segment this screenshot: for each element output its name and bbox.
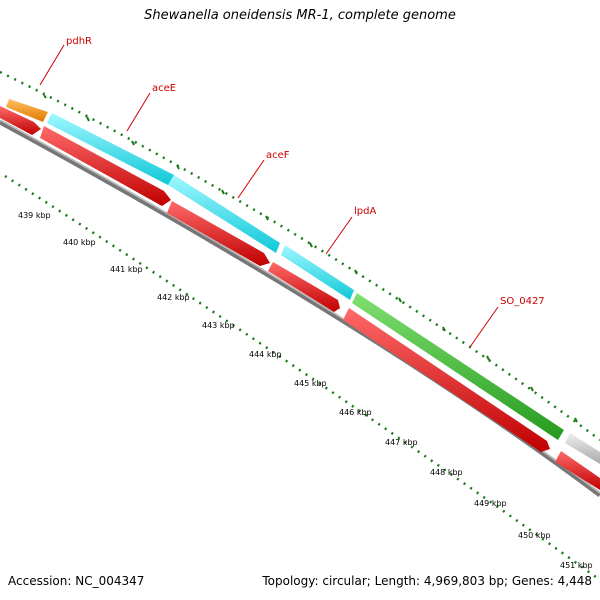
tick-label: 450 kbp xyxy=(518,531,551,540)
gene-feature-aceE[interactable] xyxy=(47,113,280,253)
cds-arrow xyxy=(167,201,270,266)
tick-label: 444 kbp xyxy=(249,350,282,359)
cds-arrow xyxy=(555,451,600,490)
map-title: Shewanella oneidensis MR-1, complete gen… xyxy=(144,8,456,23)
tick-label: 446 kbp xyxy=(339,408,372,417)
accession-text: Accession: NC_004347 xyxy=(8,574,145,588)
gene-feature-pdhR[interactable] xyxy=(6,99,48,122)
tick-label: 440 kbp xyxy=(63,238,96,247)
gene-label-SO_0427: SO_0427 xyxy=(500,296,545,307)
gene-label-aceF: aceF xyxy=(266,150,290,161)
gene-feature-SO_0427[interactable] xyxy=(352,293,564,440)
tick-label: 447 kbp xyxy=(385,438,418,447)
outer-tick-ring xyxy=(0,70,600,442)
topology-text: Topology: circular; Length: 4,969,803 bp… xyxy=(262,574,592,588)
tick-label: 439 kbp xyxy=(18,211,51,220)
inner-tick-ring xyxy=(4,174,600,582)
outer-major-ticks xyxy=(43,94,578,423)
cds-arrow xyxy=(40,126,171,206)
gene-feature-grey[interactable] xyxy=(565,433,600,464)
cds-strand xyxy=(0,106,600,490)
tick-label: 451 kbp xyxy=(560,561,593,570)
backbone-ring xyxy=(0,119,600,498)
tick-label: 442 kbp xyxy=(157,293,190,302)
tick-label: 445 kbp xyxy=(294,379,327,388)
gene-label-leaders xyxy=(39,44,499,348)
gene-label-pdhR: pdhR xyxy=(66,36,92,47)
gene-label-lpdA: lpdA xyxy=(354,206,376,217)
cds-arrow xyxy=(268,262,340,312)
tick-label: 448 kbp xyxy=(430,468,463,477)
tick-label: 443 kbp xyxy=(202,321,235,330)
gene-label-aceE: aceE xyxy=(152,83,176,94)
cds-arrow xyxy=(343,308,550,452)
tick-label: 441 kbp xyxy=(110,265,143,274)
cds-arrow xyxy=(0,106,41,135)
gene-feature-lpdA[interactable] xyxy=(281,245,354,300)
tick-label: 449 kbp xyxy=(474,499,507,508)
